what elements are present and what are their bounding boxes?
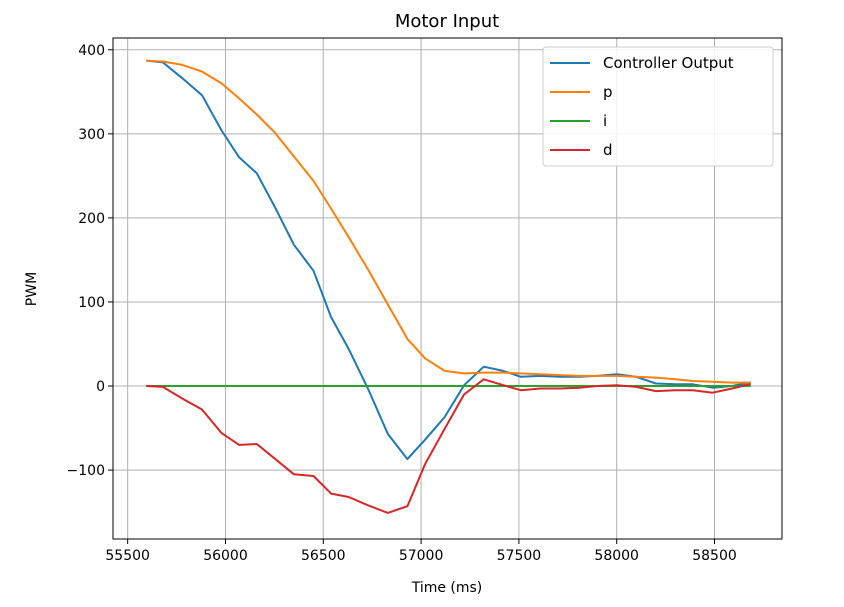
x-axis-label: Time (ms) bbox=[411, 580, 483, 596]
y-tick-label: 400 bbox=[78, 43, 105, 59]
chart-title: Motor Input bbox=[395, 11, 499, 32]
x-tick-label: 58000 bbox=[594, 548, 639, 564]
legend-label-0: Controller Output bbox=[603, 54, 734, 72]
plot-frame bbox=[112, 37, 783, 540]
y-tick-label: 0 bbox=[96, 379, 105, 395]
y-tick-label: 300 bbox=[78, 127, 105, 143]
series-line-3 bbox=[146, 378, 751, 514]
series-line-1 bbox=[146, 59, 751, 384]
legend-label-2: i bbox=[603, 112, 607, 130]
x-tick-label: 57000 bbox=[399, 548, 444, 564]
y-tick-label: 100 bbox=[78, 295, 105, 311]
x-tick-label: 56000 bbox=[203, 548, 248, 564]
legend: Controller Output pid bbox=[542, 46, 774, 167]
x-tick-label: 58500 bbox=[692, 548, 737, 564]
y-axis: −100 0 100 200 300 400 bbox=[67, 43, 113, 479]
x-tick-label: 55500 bbox=[105, 548, 150, 564]
series-line-0 bbox=[146, 59, 751, 461]
series-layer bbox=[146, 59, 751, 514]
x-axis: 55500 56000 56500 57000 57500 58000 58500 bbox=[105, 539, 737, 564]
legend-label-3: d bbox=[603, 141, 613, 159]
legend-label-1: p bbox=[603, 83, 613, 101]
y-tick-label: −100 bbox=[67, 463, 105, 479]
x-tick-label: 56500 bbox=[301, 548, 346, 564]
legend-box bbox=[542, 46, 774, 167]
y-tick-label: 200 bbox=[78, 211, 105, 227]
y-axis-label: PWM bbox=[24, 272, 40, 306]
x-tick-label: 57500 bbox=[497, 548, 542, 564]
